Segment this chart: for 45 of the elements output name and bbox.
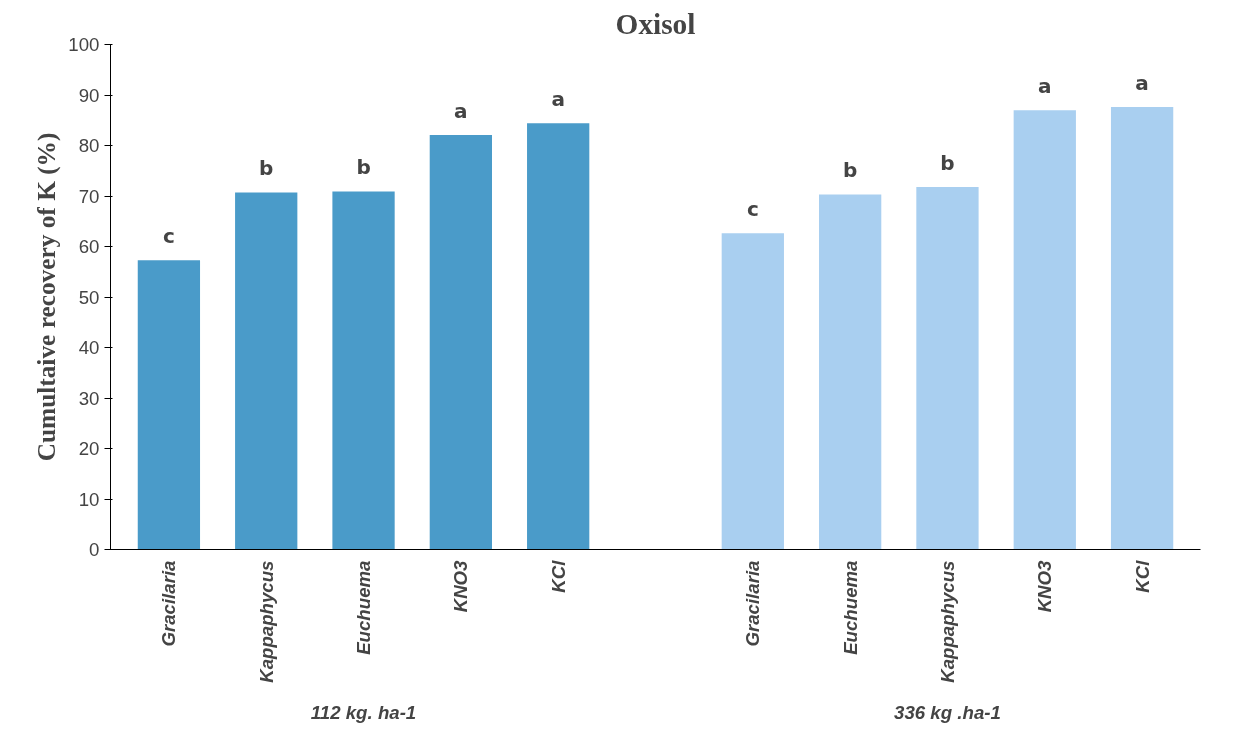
x-tick-label: Gracilaria	[742, 560, 764, 647]
bar	[429, 134, 492, 550]
y-tick-label: 60	[78, 236, 100, 257]
x-tick-label: KNO3	[450, 559, 472, 613]
data-label: b	[940, 150, 955, 175]
y-tick-label: 30	[78, 387, 100, 409]
x-tick-label: KCl	[547, 559, 569, 593]
x-tick-label: Euchuema	[353, 560, 375, 655]
bar	[916, 186, 979, 550]
data-label: b	[842, 158, 858, 183]
text: 336 kg .ha-1	[894, 701, 1001, 723]
x-tick-label: Kappaphycus	[936, 560, 958, 683]
x-tick-label: Euchuema	[839, 560, 861, 655]
y-axis-title: Cumultaive recovery of K (%)	[32, 132, 62, 462]
data-label: c	[746, 197, 759, 222]
bar	[332, 191, 395, 550]
y-tick-label: 90	[78, 84, 100, 106]
data-label: a	[1135, 71, 1149, 96]
y-tick-label: 80	[78, 135, 100, 156]
bar	[235, 192, 298, 550]
chart-title: Oxisol	[615, 7, 696, 40]
data-label: c	[162, 224, 175, 249]
y-tick-label: 20	[78, 438, 100, 459]
x-tick-label: KCl	[1131, 559, 1153, 593]
data-label: a	[551, 87, 565, 112]
y-tick-label: 10	[78, 488, 100, 510]
bar	[137, 260, 201, 550]
y-tick-label: 40	[78, 337, 100, 358]
data-label: a	[454, 98, 468, 123]
bar	[819, 194, 882, 550]
x-tick-label: Gracilaria	[158, 560, 180, 647]
data-label: b	[356, 155, 371, 180]
bar	[721, 233, 784, 550]
x-tick-label: Kappaphycus	[255, 560, 277, 683]
bar	[1013, 110, 1076, 550]
y-tick-label: 50	[78, 286, 100, 308]
x-tick-label: KNO3	[1034, 559, 1056, 613]
text: 112 kg. ha-1	[310, 701, 417, 723]
bar	[527, 123, 590, 550]
y-tick-label: 0	[89, 539, 100, 560]
bar	[1110, 107, 1174, 550]
data-label: b	[259, 156, 274, 181]
data-label: a	[1038, 74, 1052, 99]
y-tick-label: 70	[78, 185, 100, 207]
y-tick-label: 100	[68, 34, 100, 55]
